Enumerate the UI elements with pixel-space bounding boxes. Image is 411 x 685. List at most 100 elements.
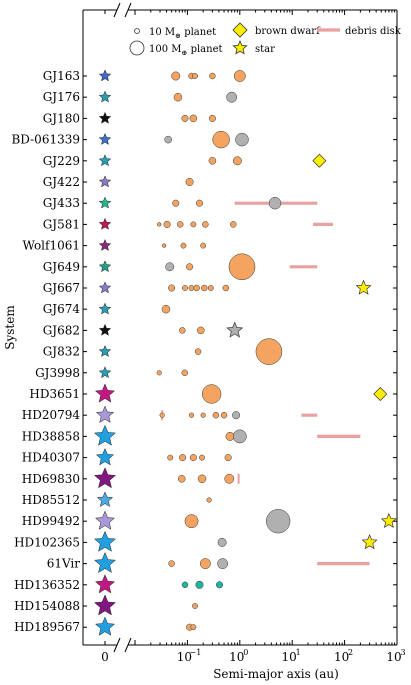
host-star-HD3651 [94, 383, 116, 403]
planet-marker [208, 114, 216, 122]
plot-area [93, 69, 397, 636]
system-label: Wolf1061 [22, 239, 80, 253]
x-axis-title: Semi-major axis (au) [213, 667, 339, 681]
planet-marker [224, 454, 232, 462]
system-label: HD136352 [14, 578, 80, 592]
planet-marker [163, 220, 171, 228]
planet-marker [188, 412, 195, 418]
system-label: 61Vir [47, 557, 81, 571]
axis-break-mark [113, 637, 121, 653]
host-star-GJ422 [98, 175, 112, 188]
planet-marker [201, 284, 208, 292]
planet-marker [224, 473, 235, 484]
system-label: GJ180 [43, 111, 80, 125]
system-label: GJ581 [43, 217, 80, 231]
planet-marker [201, 384, 222, 404]
planet-marker [179, 327, 186, 334]
planet-marker [206, 497, 212, 503]
planet-marker [193, 284, 200, 292]
planet-marker [208, 157, 217, 165]
host-star-GJ229 [98, 154, 112, 167]
planet-marker [197, 474, 207, 484]
planet-marker [181, 369, 188, 377]
planet-marker [192, 73, 198, 79]
planet-marker [195, 580, 204, 589]
host-star-GJ3998 [98, 366, 112, 379]
system-label: GJ832 [43, 345, 80, 359]
axis-break-mark [124, 637, 132, 653]
legend-brown-dwarf-label: brown dwarf [255, 26, 321, 37]
system-label: GJ3998 [35, 366, 80, 380]
y-axis-title: System [3, 305, 17, 350]
system-label: GJ176 [43, 90, 80, 104]
planet-marker [220, 411, 228, 419]
host-star-Wolf1061 [98, 238, 112, 251]
legend: 10 M⊕ planet 100 M⊕ planet brown dwarf star… [129, 22, 402, 57]
planet-marker [161, 304, 171, 314]
planet-marker [255, 338, 283, 365]
system-label: BD-061339 [11, 133, 80, 147]
system-label: HD102365 [14, 535, 80, 549]
planet-marker [217, 558, 229, 569]
planet-marker [226, 91, 238, 103]
host-star-HD20794 [95, 405, 115, 424]
planet-marker [177, 475, 186, 483]
x-tick-label: 10 [282, 650, 297, 664]
host-star-GJ682 [98, 323, 112, 336]
axes: GJ163 GJ176 GJ180 BD-061339 GJ229 GJ422 GJ433 G… [3, 2, 406, 681]
host-star-61Vir [93, 551, 117, 574]
host-star-HD136352 [94, 574, 116, 594]
planet-marker [192, 603, 198, 609]
planet-marker [217, 537, 227, 547]
planet-marker [182, 285, 188, 291]
legend-star-marker [232, 39, 248, 55]
host-star-GJ832 [98, 344, 112, 357]
planet-marker [173, 92, 183, 102]
planet-marker [199, 558, 211, 569]
planet-marker [209, 72, 216, 80]
system-label: GJ433 [43, 196, 80, 210]
x-tick-exponent: 1 [296, 648, 301, 657]
legend-planet-100-marker [129, 40, 145, 56]
planet-marker [232, 429, 247, 444]
planet-marker [172, 199, 180, 207]
planet-marker [180, 242, 187, 249]
system-label: GJ422 [43, 175, 80, 189]
legend-planet-100-label: 100 M⊕ planet [149, 44, 223, 57]
system-label: GJ682 [43, 323, 80, 337]
planet-marker [233, 70, 246, 82]
host-star-HD40307 [95, 447, 115, 466]
axis-break-mark [113, 2, 121, 18]
planet-marker [235, 132, 249, 147]
system-label: GJ667 [43, 281, 80, 295]
stellar-companion-marker [355, 279, 372, 295]
host-star-GJ581 [98, 217, 112, 230]
host-star-HD99492 [94, 510, 116, 530]
host-star-GJ180 [98, 111, 112, 124]
stellar-companion-marker [361, 533, 378, 550]
planet-marker [222, 284, 229, 292]
planet-marker [177, 221, 184, 228]
planet-marker [185, 177, 194, 187]
planet-marker [266, 509, 291, 534]
system-label: HD38858 [22, 429, 80, 443]
host-star-BD-061339 [98, 132, 112, 145]
planet-marker [194, 348, 202, 355]
x-tick-label: 10 [334, 650, 349, 664]
axis-break-mark [124, 2, 132, 18]
planet-marker [230, 221, 237, 228]
host-star-HD102365 [93, 530, 117, 552]
x-tick-label: 0 [101, 650, 109, 664]
host-star-GJ674 [98, 302, 112, 315]
planet-marker [228, 253, 256, 281]
x-tick-label: 10 [229, 650, 244, 664]
system-label: GJ229 [43, 154, 80, 168]
planet-marker [156, 370, 162, 376]
planet-marker [212, 130, 230, 149]
planet-marker [157, 222, 162, 227]
planet-marker [190, 221, 197, 228]
stellar-companion-marker [380, 512, 397, 529]
host-star-GJ163 [98, 69, 112, 82]
system-label: HD3651 [29, 387, 80, 401]
